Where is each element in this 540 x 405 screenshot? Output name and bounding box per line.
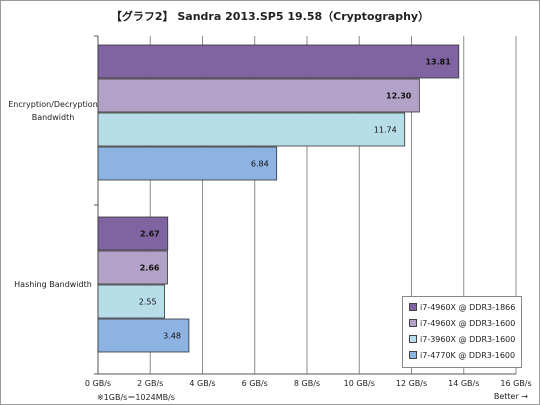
bar (97, 250, 168, 285)
chart-title: 【グラフ2】 Sandra 2013.SP5 19.58（Cryptograph… (110, 10, 430, 23)
bar (97, 284, 166, 319)
bar-value-label: 12.30 (386, 92, 412, 101)
x-tick-label: 14 GB/s (448, 379, 480, 388)
legend-swatch (409, 303, 417, 311)
bar (97, 44, 460, 79)
bar (97, 146, 278, 181)
legend-swatch (409, 319, 417, 327)
legend-label: i7-4770K @ DDR3-1600 (420, 351, 516, 360)
bar (97, 318, 190, 353)
x-tick-label: 12 GB/s (395, 379, 428, 388)
legend-swatch (409, 335, 417, 343)
legend-swatch (409, 351, 417, 359)
legend-label: i7-4960X @ DDR3-1600 (420, 319, 516, 328)
category-label-hashing: Hashing Bandwidth (14, 280, 92, 289)
x-tick-label: 6 GB/s (241, 379, 268, 388)
bar (97, 78, 420, 113)
bar-value-label: 2.55 (139, 298, 157, 307)
legend-item: i7-4770K @ DDR3-1600 (409, 351, 515, 361)
x-tick-label: 10 GB/s (343, 379, 375, 388)
legend-item: i7-3960X @ DDR3-1600 (409, 335, 515, 345)
unit-note: ※1GB/s＝1024MB/s (97, 393, 175, 402)
bar (97, 216, 169, 251)
bar-value-label: 3.48 (163, 332, 181, 341)
x-tick-label: 2 GB/s (137, 379, 164, 388)
x-tick-label: 4 GB/s (189, 379, 216, 388)
bar-value-label: 2.66 (140, 264, 160, 273)
category-label-encryption: Encryption/Decryption Bandwidth (8, 100, 98, 122)
bar-value-label: 2.67 (140, 230, 160, 239)
chart-legend: i7-4960X @ DDR3-1866 i7-4960X @ DDR3-1600… (402, 296, 522, 368)
better-direction-label: Better → (493, 392, 528, 401)
bar-value-label: 6.84 (251, 160, 269, 169)
legend-item: i7-4960X @ DDR3-1866 (409, 303, 515, 313)
x-tick-label: 0 GB/s (84, 379, 112, 388)
legend-label: i7-4960X @ DDR3-1866 (420, 303, 516, 312)
x-tick-label: 8 GB/s (293, 379, 321, 388)
x-tick-label: 16 GB/s (500, 379, 532, 388)
legend-item: i7-4960X @ DDR3-1600 (409, 319, 515, 329)
bar-value-label: 11.74 (374, 126, 397, 135)
bar-value-label: 13.81 (425, 58, 451, 67)
legend-label: i7-3960X @ DDR3-1600 (420, 335, 516, 344)
bar (97, 112, 406, 147)
